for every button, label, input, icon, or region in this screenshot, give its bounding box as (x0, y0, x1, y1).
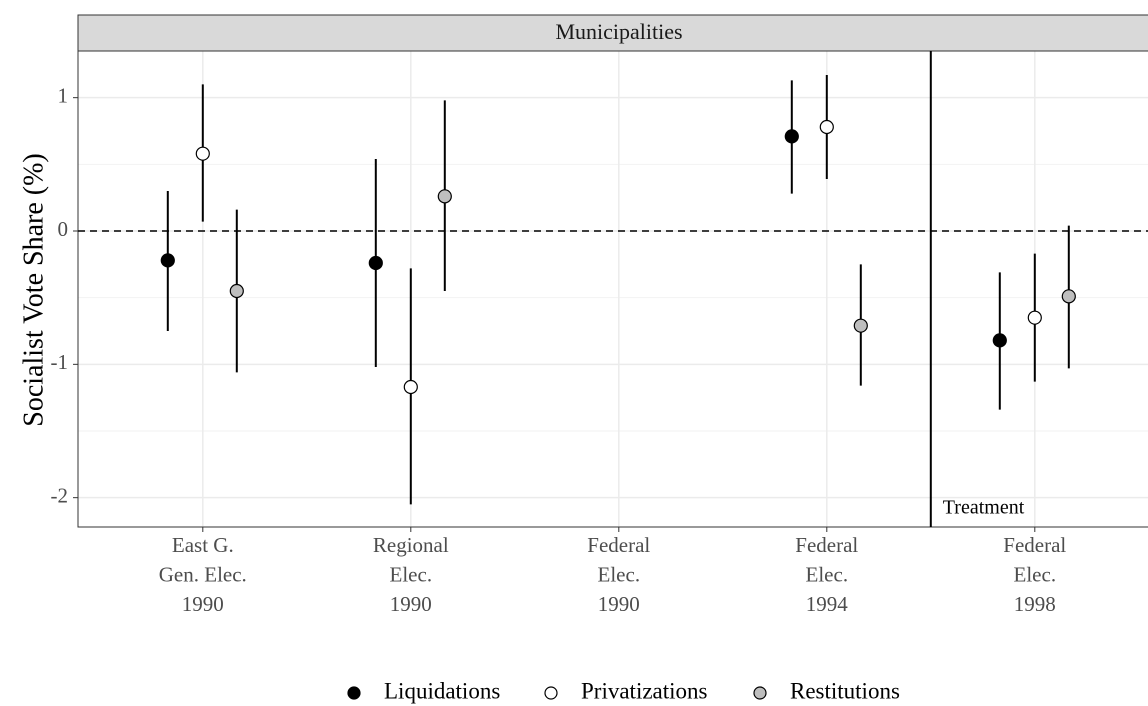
x-tick-label: East G. (172, 533, 234, 557)
x-tick-label: Elec. (1014, 562, 1057, 586)
x-tick-label: Federal (795, 533, 858, 557)
y-tick-label: -2 (51, 483, 69, 507)
panel-border (77, 50, 1148, 528)
legend-key (544, 686, 558, 700)
strip (77, 14, 1148, 52)
x-tick-label: Federal (1003, 533, 1066, 557)
legend-label: Privatizations (581, 678, 708, 703)
x-tick-label: 1990 (390, 592, 432, 616)
point (819, 119, 834, 135)
point (1027, 310, 1042, 325)
y-axis-title: Socialist Vote Share (%) (18, 153, 49, 426)
x-tick-label: Elec. (390, 562, 433, 586)
x-tick-label: Federal (587, 533, 650, 557)
x-tick-label: 1998 (1014, 592, 1056, 616)
point (853, 318, 868, 333)
y-tick-label: 0 (58, 217, 69, 241)
point (1061, 289, 1076, 304)
point (437, 189, 452, 204)
x-tick-label: Elec. (806, 562, 849, 586)
point (160, 253, 175, 268)
legend-key (753, 686, 767, 700)
x-tick-label: Regional (373, 533, 449, 557)
legend-label: Liquidations (384, 678, 500, 703)
x-tick-label: 1994 (806, 592, 849, 616)
point (229, 283, 244, 299)
x-tick-label: 1990 (598, 592, 640, 616)
strip-title: Municipalities (555, 19, 682, 44)
legend-key (347, 686, 361, 700)
y-tick-label: -1 (51, 350, 69, 374)
x-tick-label: Gen. Elec. (159, 562, 247, 586)
point (368, 255, 383, 271)
point (992, 333, 1007, 348)
x-tick-label: 1990 (182, 592, 224, 616)
point (195, 146, 210, 161)
point (784, 129, 799, 144)
y-tick-label: 1 (58, 83, 69, 107)
treatment-label: Treatment (943, 497, 1025, 519)
x-tick-label: Elec. (598, 562, 641, 586)
legend-label: Restitutions (790, 678, 900, 703)
point (403, 379, 418, 395)
